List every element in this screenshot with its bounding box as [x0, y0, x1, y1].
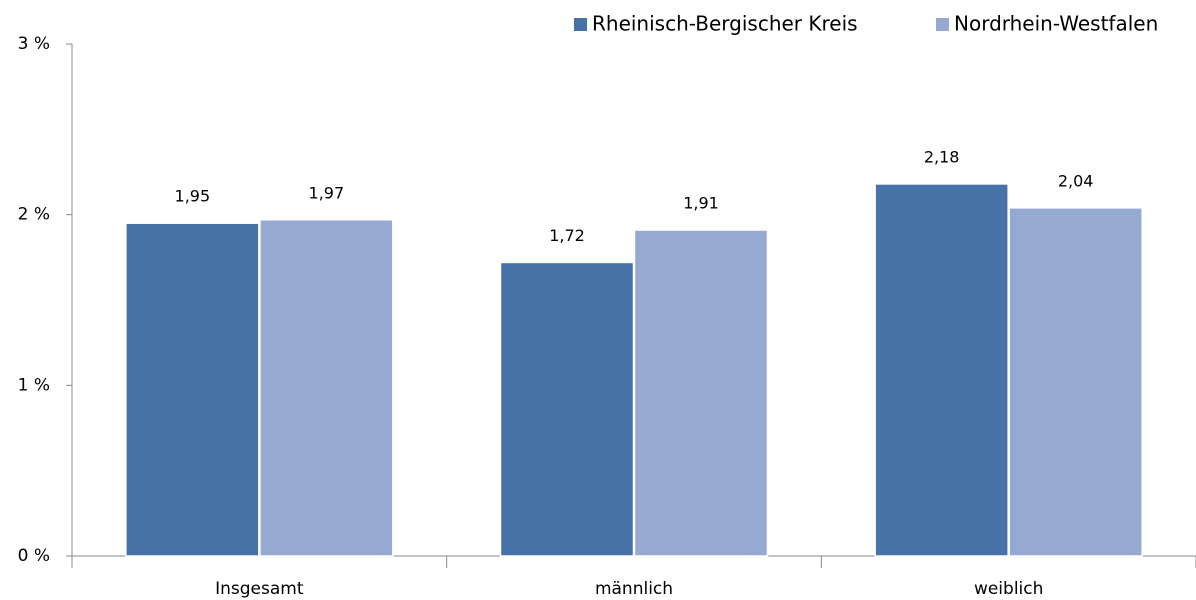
x-tick-label: weiblich: [974, 579, 1043, 599]
bar: [259, 219, 394, 557]
value-label: 1,91: [683, 194, 719, 213]
bar: [1008, 207, 1143, 557]
bar: [499, 261, 635, 557]
x-tick-label: männlich: [595, 579, 673, 599]
value-label: 1,72: [549, 226, 585, 245]
value-label: 2,04: [1058, 171, 1094, 190]
legend-label: Nordrhein-Westfalen: [954, 12, 1158, 36]
legend-label: Rheinisch-Bergischer Kreis: [592, 12, 858, 36]
value-label: 1,95: [175, 187, 211, 206]
legend-swatch: [574, 18, 587, 31]
y-tick-label: 1 %: [18, 375, 50, 395]
value-label: 1,97: [309, 183, 345, 202]
x-tick-label: Insgesamt: [215, 579, 304, 599]
y-tick-label: 3 %: [18, 34, 50, 54]
bar: [874, 183, 1009, 557]
bar: [633, 229, 769, 557]
value-label: 2,18: [924, 147, 960, 166]
y-tick-label: 2 %: [18, 205, 50, 225]
y-tick-label: 0 %: [18, 546, 50, 566]
legend-swatch: [936, 18, 949, 31]
bar: [125, 222, 260, 557]
